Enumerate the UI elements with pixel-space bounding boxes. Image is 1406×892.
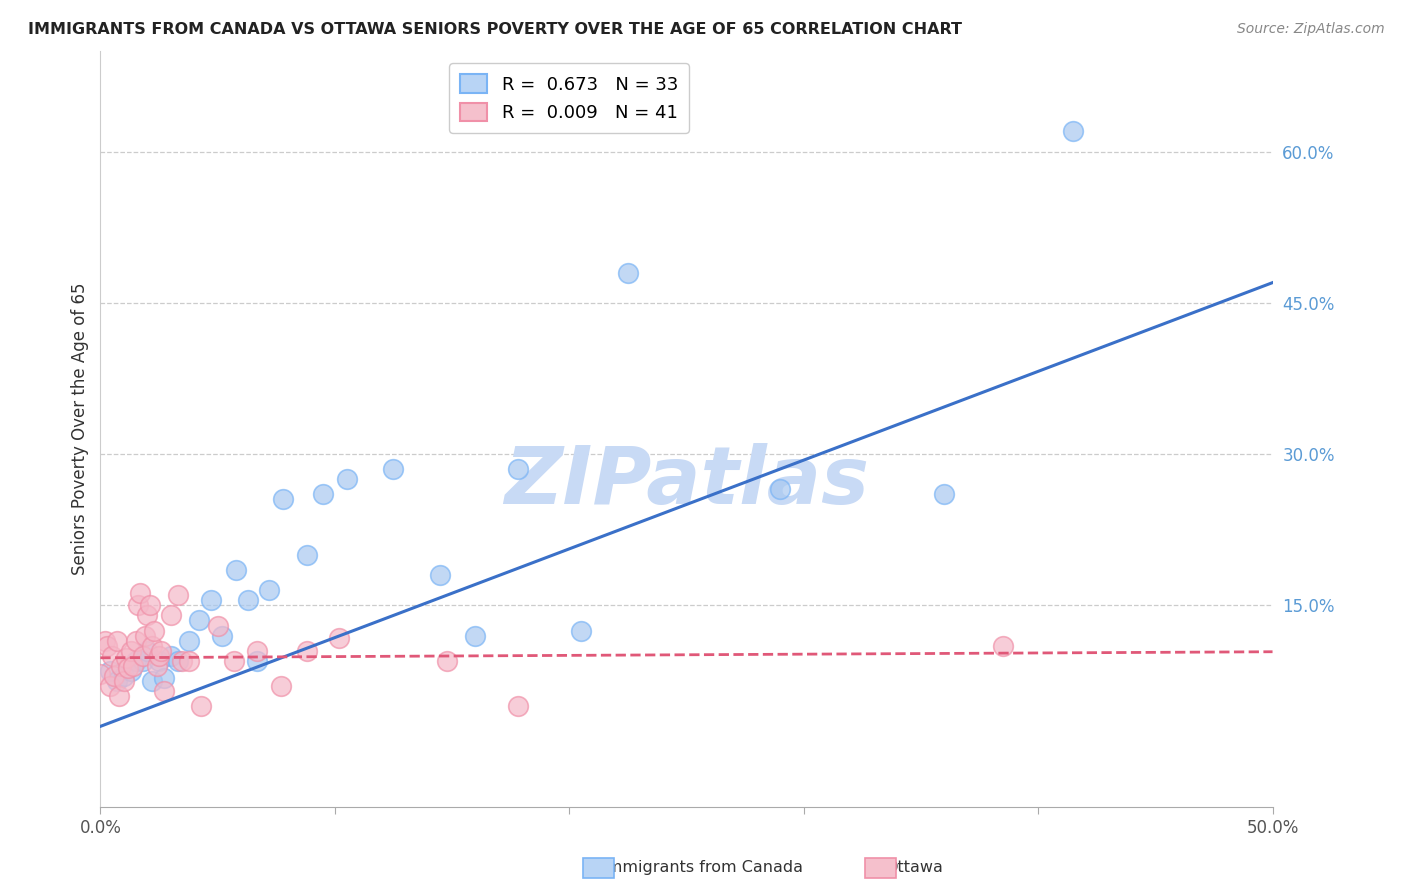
Point bbox=[124, 654, 146, 668]
Point bbox=[148, 654, 170, 668]
Point bbox=[141, 639, 163, 653]
Point bbox=[120, 664, 142, 678]
Point bbox=[295, 548, 318, 562]
Point bbox=[105, 673, 128, 688]
Point bbox=[152, 684, 174, 698]
Point bbox=[96, 639, 118, 653]
Text: Source: ZipAtlas.com: Source: ZipAtlas.com bbox=[1237, 22, 1385, 37]
Point bbox=[112, 673, 135, 688]
Point bbox=[138, 599, 160, 613]
Point bbox=[328, 631, 350, 645]
Point bbox=[120, 644, 142, 658]
Point bbox=[246, 644, 269, 658]
Point bbox=[225, 563, 247, 577]
Point bbox=[152, 671, 174, 685]
Text: ZIPatlas: ZIPatlas bbox=[503, 442, 869, 521]
Point bbox=[101, 648, 124, 663]
Point bbox=[200, 593, 222, 607]
Point bbox=[124, 633, 146, 648]
Point bbox=[436, 654, 458, 668]
Point bbox=[115, 650, 138, 665]
Point bbox=[506, 462, 529, 476]
Point bbox=[103, 669, 125, 683]
Point bbox=[117, 661, 139, 675]
Point bbox=[105, 633, 128, 648]
Point bbox=[166, 654, 188, 668]
Point bbox=[98, 664, 121, 678]
Point bbox=[159, 648, 181, 663]
Point bbox=[148, 648, 170, 663]
Point bbox=[94, 633, 117, 648]
Point bbox=[127, 599, 149, 613]
Point bbox=[506, 699, 529, 714]
Point bbox=[1062, 124, 1084, 138]
Point bbox=[131, 654, 153, 668]
Text: Ottawa: Ottawa bbox=[884, 860, 943, 874]
Point bbox=[129, 586, 152, 600]
Point bbox=[141, 673, 163, 688]
Text: Immigrants from Canada: Immigrants from Canada bbox=[603, 860, 803, 874]
Point bbox=[246, 654, 269, 668]
Point bbox=[159, 608, 181, 623]
Point bbox=[112, 669, 135, 683]
Point bbox=[145, 658, 167, 673]
Point bbox=[179, 633, 201, 648]
Point bbox=[617, 266, 640, 280]
Point bbox=[236, 593, 259, 607]
Point bbox=[143, 624, 166, 638]
Point bbox=[98, 679, 121, 693]
Point bbox=[382, 462, 405, 476]
Point bbox=[187, 614, 209, 628]
Point bbox=[270, 679, 292, 693]
Text: IMMIGRANTS FROM CANADA VS OTTAWA SENIORS POVERTY OVER THE AGE OF 65 CORRELATION : IMMIGRANTS FROM CANADA VS OTTAWA SENIORS… bbox=[28, 22, 962, 37]
Point bbox=[136, 608, 159, 623]
Point bbox=[172, 654, 194, 668]
Point bbox=[257, 583, 280, 598]
Y-axis label: Seniors Poverty Over the Age of 65: Seniors Poverty Over the Age of 65 bbox=[72, 283, 89, 575]
Point bbox=[991, 639, 1014, 653]
Point bbox=[89, 667, 111, 681]
Legend: R =  0.673   N = 33, R =  0.009   N = 41: R = 0.673 N = 33, R = 0.009 N = 41 bbox=[450, 63, 689, 133]
Point bbox=[312, 487, 335, 501]
Point bbox=[190, 699, 212, 714]
Point bbox=[934, 487, 956, 501]
Point bbox=[179, 654, 201, 668]
Point bbox=[429, 568, 451, 582]
Point bbox=[131, 648, 153, 663]
Point bbox=[271, 492, 294, 507]
Point bbox=[769, 483, 792, 497]
Point bbox=[569, 624, 592, 638]
Point bbox=[207, 618, 229, 632]
Point bbox=[464, 629, 486, 643]
Point bbox=[166, 588, 188, 602]
Point bbox=[335, 472, 357, 486]
Point bbox=[134, 629, 156, 643]
Point bbox=[122, 658, 145, 673]
Point bbox=[211, 629, 233, 643]
Point bbox=[222, 654, 245, 668]
Point bbox=[150, 644, 173, 658]
Point bbox=[136, 644, 159, 658]
Point bbox=[295, 644, 318, 658]
Point bbox=[110, 658, 132, 673]
Point bbox=[108, 689, 131, 703]
